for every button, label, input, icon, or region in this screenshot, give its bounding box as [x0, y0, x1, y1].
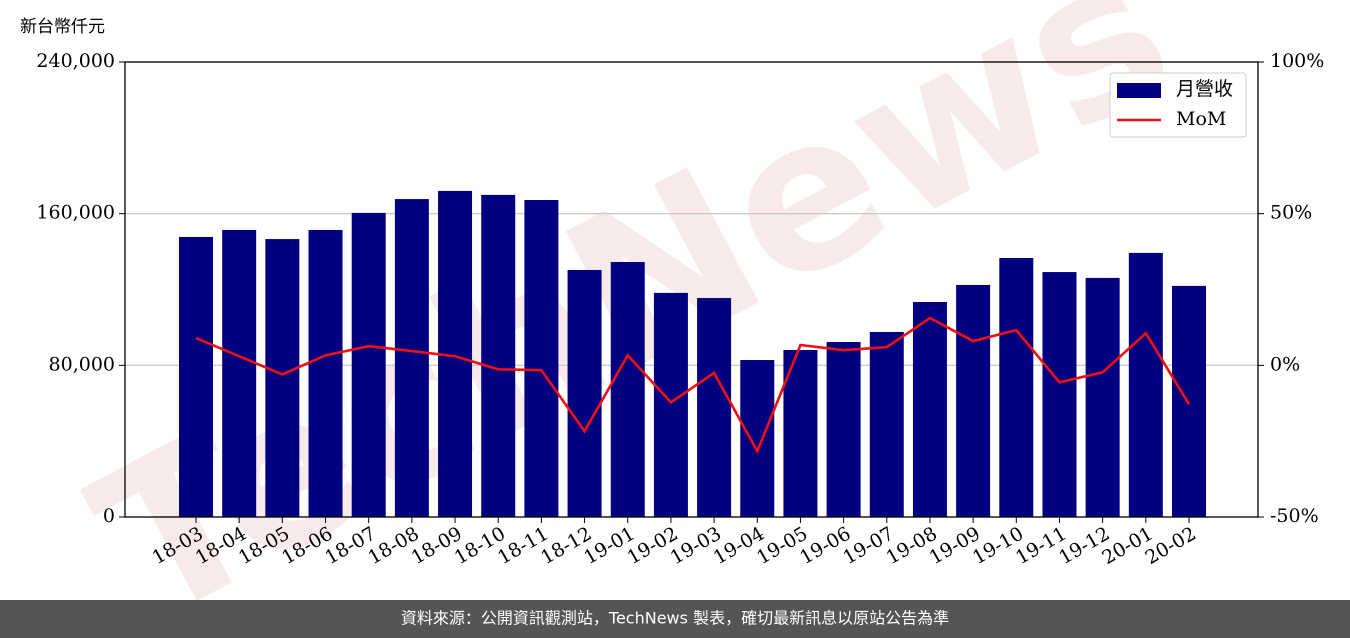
y2-tick-label: -50% [1270, 505, 1319, 527]
bar [265, 239, 300, 517]
footer-bar [0, 600, 1350, 638]
y-tick-label: 160,000 [36, 202, 115, 224]
y-tick-label: 80,000 [49, 353, 115, 375]
bar [826, 342, 861, 517]
bar [999, 258, 1034, 517]
bar [869, 331, 904, 517]
y-tick-label: 240,000 [36, 50, 115, 72]
y2-tick-label: 0% [1270, 353, 1300, 375]
y-axis-label: 新台幣仟元 [20, 17, 105, 37]
legend-label: 月營收 [1176, 78, 1233, 100]
plot-frame [124, 61, 1259, 518]
y2-tick-label: 100% [1270, 50, 1324, 72]
bar [351, 212, 386, 518]
mom-line [195, 316, 1191, 455]
bar [567, 269, 602, 517]
bar [524, 200, 559, 517]
y2-tick-label: 50% [1270, 202, 1312, 224]
x-tick-label: 20-02 [1142, 523, 1200, 569]
bar [697, 298, 732, 517]
bar [783, 349, 818, 517]
y-tick-label: 0 [103, 505, 115, 527]
legend-swatch [1117, 83, 1161, 98]
bar [179, 236, 213, 517]
bar [394, 199, 429, 517]
bar [610, 262, 645, 517]
bar [1085, 277, 1120, 517]
bar [956, 284, 991, 517]
bar [740, 360, 775, 517]
bar [222, 229, 257, 518]
bar [481, 194, 516, 517]
legend-label: MoM [1176, 108, 1226, 130]
footer: 資料來源：公開資訊觀測站，TechNews 製表，確切最新訊息以原站公告為準 [401, 609, 949, 628]
bar [308, 229, 343, 518]
bar [912, 302, 947, 517]
bar [1172, 285, 1206, 517]
bar [1042, 272, 1077, 517]
bar [653, 292, 688, 517]
bar [1128, 252, 1163, 518]
